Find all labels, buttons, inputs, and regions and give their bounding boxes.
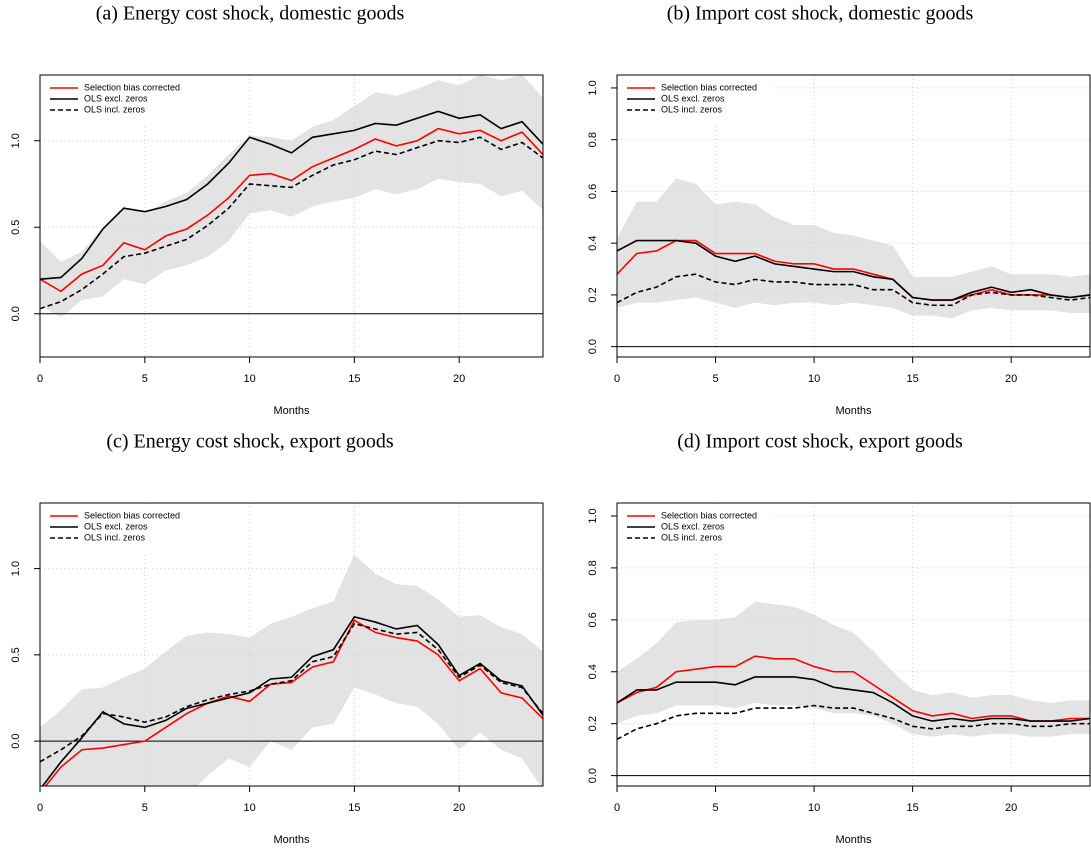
x-axis-label: Months <box>835 405 872 417</box>
y-tick-label: 0.0 <box>10 306 22 321</box>
x-tick-label: 10 <box>808 373 820 385</box>
x-tick-label: 0 <box>37 802 43 814</box>
series-line <box>44 619 543 786</box>
confidence-band <box>617 601 1090 737</box>
x-axis-label: Months <box>273 405 310 417</box>
x-tick-label: 0 <box>37 373 43 385</box>
series-line <box>617 273 1090 307</box>
y-tick-label: 0.8 <box>587 560 599 575</box>
y-tick-label: 1.0 <box>587 80 599 95</box>
legend-label: OLS excl. zeros <box>661 521 725 531</box>
series-line <box>617 239 1090 301</box>
y-tick-label: 1.0 <box>587 508 599 523</box>
x-axis-label: Months <box>835 834 872 846</box>
x-tick-label: 5 <box>712 802 718 814</box>
legend-label: Selection bias corrected <box>661 510 757 520</box>
x-tick-label: 10 <box>243 373 255 385</box>
series-line <box>41 615 543 786</box>
series-line <box>40 127 543 293</box>
x-axis-label: Months <box>273 834 310 846</box>
plot-area <box>40 503 543 786</box>
series-line <box>617 704 1090 740</box>
x-tick-label: 15 <box>348 802 360 814</box>
y-tick-label: 0.0 <box>10 733 22 748</box>
confidence-band <box>40 554 543 786</box>
legend-label: OLS incl. zeros <box>84 532 146 542</box>
x-tick-label: 20 <box>1005 802 1017 814</box>
legend-label: Selection bias corrected <box>84 510 180 520</box>
series-line <box>617 676 1090 722</box>
series-line <box>617 655 1090 722</box>
y-tick-label: 1.0 <box>10 561 22 576</box>
panel-title: (c) Energy cost shock, export goods <box>106 431 394 453</box>
x-tick-label: 5 <box>712 373 718 385</box>
x-tick-label: 10 <box>243 802 255 814</box>
legend-label: Selection bias corrected <box>661 82 757 92</box>
confidence-band <box>40 75 543 318</box>
legend-box <box>621 507 771 554</box>
y-tick-label: 1.0 <box>10 133 22 148</box>
panel: (c) Energy cost shock, export goods 0 5 10 1… <box>10 431 544 846</box>
legend-box <box>44 507 194 554</box>
y-tick-label: 0.6 <box>587 612 599 627</box>
confidence-band <box>617 178 1090 319</box>
legend-box <box>621 79 771 126</box>
y-tick-label: 0.2 <box>587 287 599 302</box>
series-line <box>40 136 543 310</box>
x-tick-label: 15 <box>907 802 919 814</box>
x-tick-label: 5 <box>142 802 148 814</box>
panel: (b) Import cost shock, domestic goods 0 5 1… <box>587 3 1091 417</box>
plot-frame <box>616 74 1091 358</box>
plot-frame <box>39 74 544 358</box>
y-tick-label: 0.0 <box>587 339 599 354</box>
x-tick-label: 20 <box>1005 373 1017 385</box>
x-tick-label: 5 <box>142 373 148 385</box>
series-line <box>40 622 543 763</box>
x-tick-label: 20 <box>453 373 465 385</box>
x-tick-label: 0 <box>614 373 620 385</box>
y-tick-label: 0.4 <box>587 664 599 679</box>
legend-label: OLS incl. zeros <box>661 532 723 542</box>
series-line <box>40 110 543 280</box>
panel: (a) Energy cost shock, domestic goods 0 5 1… <box>10 3 544 417</box>
y-tick-label: 0.0 <box>587 768 599 783</box>
y-tick-label: 0.4 <box>587 236 599 251</box>
x-tick-label: 15 <box>348 373 360 385</box>
legend-label: Selection bias corrected <box>84 82 180 92</box>
panel-title: (a) Energy cost shock, domestic goods <box>96 3 405 25</box>
y-tick-label: 0.2 <box>587 716 599 731</box>
legend-label: OLS incl. zeros <box>84 104 146 114</box>
plot-frame <box>39 502 544 787</box>
x-tick-label: 10 <box>808 802 820 814</box>
y-tick-label: 0.5 <box>10 647 22 662</box>
x-tick-label: 20 <box>453 802 465 814</box>
plot-area <box>617 503 1090 786</box>
panel-title: (d) Import cost shock, export goods <box>677 431 963 453</box>
legend-label: OLS excl. zeros <box>84 521 148 531</box>
panel: (d) Import cost shock, export goods 0 5 10 1… <box>587 431 1091 846</box>
legend-label: OLS excl. zeros <box>661 93 725 103</box>
y-tick-label: 0.6 <box>587 184 599 199</box>
legend-box <box>44 79 194 126</box>
x-tick-label: 0 <box>614 802 620 814</box>
panel-title: (b) Import cost shock, domestic goods <box>667 3 974 25</box>
plot-area <box>40 75 543 357</box>
y-tick-label: 0.5 <box>10 220 22 235</box>
plot-frame <box>616 502 1091 787</box>
legend-label: OLS incl. zeros <box>661 104 723 114</box>
x-tick-label: 15 <box>907 373 919 385</box>
y-tick-label: 0.8 <box>587 132 599 147</box>
plot-area <box>617 75 1090 357</box>
legend-label: OLS excl. zeros <box>84 93 148 103</box>
